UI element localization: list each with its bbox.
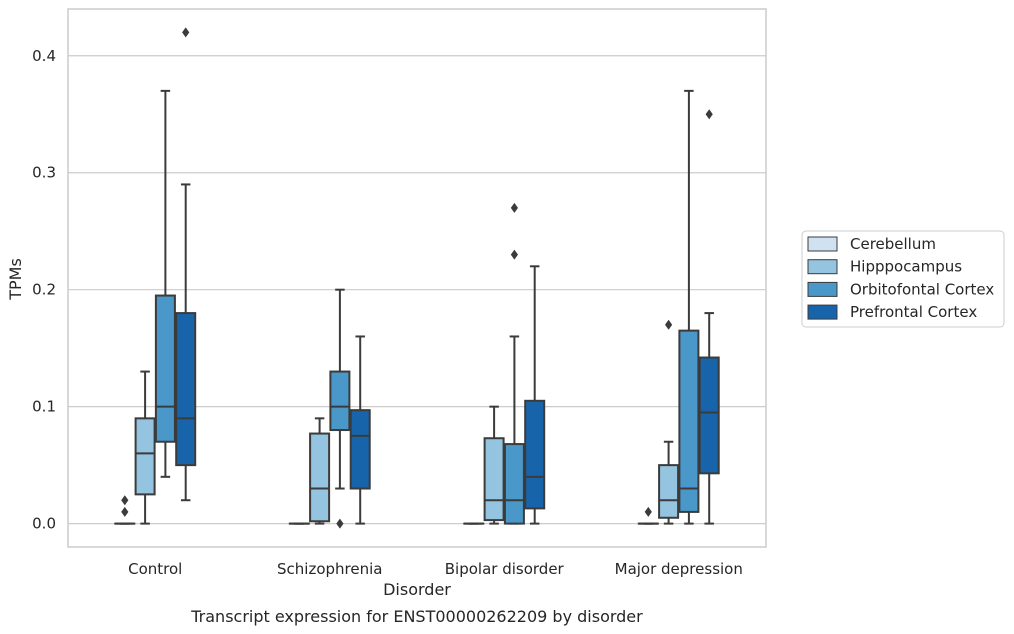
outlier-point bbox=[665, 319, 673, 330]
figure-caption: Transcript expression for ENST0000026220… bbox=[190, 607, 643, 626]
box bbox=[524, 399, 546, 510]
box-group bbox=[114, 495, 136, 525]
box bbox=[175, 312, 197, 467]
outlier-point bbox=[121, 495, 129, 506]
plot-area-frame bbox=[67, 8, 767, 548]
legend-swatch bbox=[807, 281, 838, 297]
outlier-point bbox=[644, 506, 652, 517]
y-tick-label: 0.0 bbox=[32, 515, 56, 533]
box-group bbox=[175, 27, 197, 502]
box bbox=[658, 464, 680, 519]
x-tick-label: Schizophrenia bbox=[277, 560, 382, 578]
legend-swatch bbox=[807, 259, 838, 275]
outlier-point bbox=[336, 518, 344, 529]
box bbox=[483, 437, 505, 522]
box-group bbox=[309, 417, 331, 525]
box-group bbox=[658, 319, 680, 525]
y-tick-label: 0.2 bbox=[32, 281, 56, 299]
x-tick-label: Major depression bbox=[615, 560, 743, 578]
y-tick-label: 0.4 bbox=[32, 47, 56, 65]
legend: Cerebellum Hipppocampus Orbitofontal Corte… bbox=[801, 230, 1005, 328]
box-group bbox=[524, 265, 546, 525]
box-group bbox=[349, 335, 371, 525]
box-group bbox=[503, 202, 525, 525]
box bbox=[309, 432, 331, 523]
legend-label: Hipppocampus bbox=[850, 258, 962, 276]
box bbox=[154, 294, 176, 443]
outlier-point bbox=[510, 202, 518, 213]
box-group bbox=[678, 89, 700, 525]
outlier-point bbox=[182, 27, 190, 38]
legend-label: Orbitofontal Cortex bbox=[850, 280, 994, 298]
box-group bbox=[483, 405, 505, 525]
series-orbitofontal-cortex bbox=[154, 89, 700, 529]
outlier-point bbox=[121, 506, 129, 517]
y-tick-label: 0.3 bbox=[32, 164, 56, 182]
box bbox=[134, 417, 156, 496]
box-group bbox=[698, 109, 720, 525]
x-tick-label: Bipolar disorder bbox=[445, 560, 565, 578]
series-hipppocampus bbox=[134, 319, 680, 525]
box bbox=[329, 370, 351, 432]
box bbox=[678, 329, 700, 513]
x-axis-label: Disorder bbox=[383, 580, 451, 599]
legend-label: Prefrontal Cortex bbox=[850, 303, 977, 321]
box bbox=[349, 409, 371, 490]
y-tick-label: 0.1 bbox=[32, 398, 56, 416]
legend-label: Cerebellum bbox=[850, 235, 936, 253]
box-group bbox=[329, 288, 351, 529]
box bbox=[503, 443, 525, 525]
x-tick-labels: Control Schizophrenia Bipolar disorder Majo… bbox=[128, 560, 743, 578]
box bbox=[698, 356, 720, 475]
x-tick-label: Control bbox=[128, 560, 182, 578]
box-group bbox=[637, 506, 659, 525]
series-cerebellum bbox=[114, 495, 659, 525]
series-prefrontal-cortex bbox=[175, 27, 720, 525]
outlier-point bbox=[510, 249, 518, 260]
y-axis-label: TPMs bbox=[6, 258, 25, 301]
outlier-point bbox=[705, 109, 713, 120]
box-series-layer bbox=[114, 27, 720, 529]
gridlines bbox=[68, 55, 766, 525]
box-group bbox=[154, 89, 176, 478]
box-group bbox=[134, 370, 156, 525]
legend-swatch bbox=[807, 236, 838, 252]
legend-swatch bbox=[807, 304, 838, 320]
y-tick-labels: 0.0 0.1 0.2 0.3 0.4 bbox=[32, 47, 56, 533]
legend-frame bbox=[801, 230, 1005, 328]
